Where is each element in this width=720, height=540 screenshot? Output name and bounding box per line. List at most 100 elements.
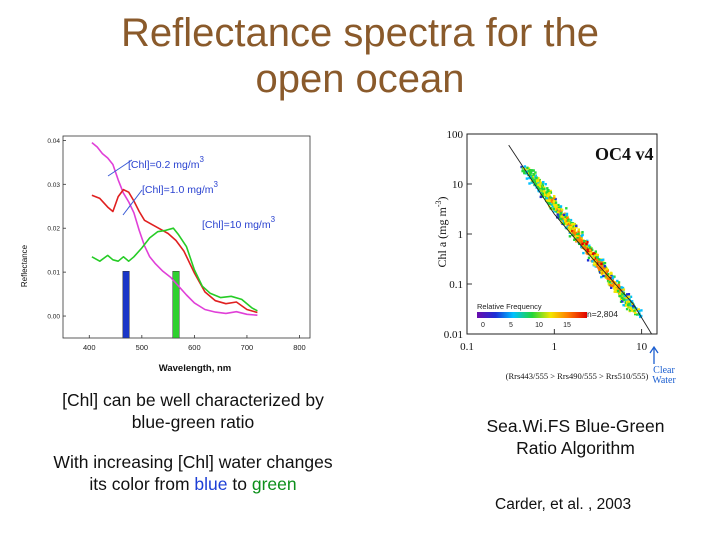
spectra-x-tick-label: 800 xyxy=(293,343,306,352)
density-cell xyxy=(553,210,556,213)
density-cell xyxy=(625,307,629,311)
density-cell xyxy=(630,300,634,303)
density-cell xyxy=(632,304,635,308)
density-cell xyxy=(553,203,556,207)
density-cell xyxy=(551,205,554,208)
density-cell xyxy=(600,264,603,267)
spectra-y-tick-label: 0.04 xyxy=(47,138,60,145)
density-cell xyxy=(619,300,623,303)
density-cell xyxy=(616,287,619,290)
density-cell xyxy=(548,197,551,201)
density-cell xyxy=(566,223,570,226)
density-cell xyxy=(541,188,545,192)
density-cell xyxy=(606,279,610,283)
density-cell xyxy=(568,221,571,225)
density-cell xyxy=(550,198,554,201)
density-cell xyxy=(608,281,611,284)
caption-seawifs-algorithm: Sea.Wi.FS Blue-Green Ratio Algorithm xyxy=(486,416,665,458)
spectra-plot-area xyxy=(62,135,311,339)
density-cell xyxy=(575,226,578,229)
density-cell xyxy=(598,271,602,274)
density-cell xyxy=(555,210,558,213)
slide-title: Reflectance spectra for the open ocean xyxy=(60,10,660,102)
density-cell xyxy=(591,248,594,252)
density-cell xyxy=(540,187,544,190)
density-cell xyxy=(586,252,589,256)
density-cell xyxy=(557,208,560,211)
density-cell xyxy=(618,290,621,293)
spectra-annotations: [Chl]=0.2 mg/m3 [Chl]=1.0 mg/m3 [Chl]=10… xyxy=(107,155,276,231)
density-cell xyxy=(624,301,627,304)
density-cell xyxy=(553,196,556,199)
density-cell xyxy=(537,183,540,186)
density-cell xyxy=(538,185,542,189)
density-cell xyxy=(596,253,599,257)
density-cell xyxy=(613,287,616,290)
density-cell xyxy=(542,181,545,184)
density-cell xyxy=(534,174,537,177)
clear-water-arrow-icon xyxy=(649,345,659,364)
density-cell xyxy=(543,187,546,191)
density-cell xyxy=(619,286,622,289)
density-cell xyxy=(565,212,569,216)
density-cell xyxy=(629,306,632,309)
density-cell xyxy=(554,197,557,201)
density-cell xyxy=(601,262,604,265)
density-cell xyxy=(621,293,624,296)
density-cell xyxy=(623,298,626,301)
density-cell xyxy=(638,310,641,313)
density-cell xyxy=(622,304,625,307)
density-cell xyxy=(573,222,576,226)
density-cell xyxy=(593,260,596,264)
density-cell xyxy=(543,193,547,197)
density-cell xyxy=(598,260,601,264)
density-cell xyxy=(550,200,554,203)
density-cell xyxy=(529,171,532,175)
density-cell xyxy=(606,272,610,276)
density-cell xyxy=(549,203,553,206)
spectra-y-tick-label: 0.03 xyxy=(47,182,60,189)
density-cell xyxy=(568,230,571,233)
density-cell xyxy=(592,256,595,260)
density-cell xyxy=(629,309,632,312)
density-cell xyxy=(605,268,609,271)
spectra-y-axis-label: Reflectance xyxy=(20,244,29,287)
density-cell xyxy=(552,207,555,211)
colorbar-tick-label: 0 xyxy=(481,322,485,329)
density-cell xyxy=(605,274,608,277)
arrow-chl-0-2 xyxy=(107,159,133,177)
density-cell xyxy=(541,191,544,195)
density-cell xyxy=(628,302,632,305)
density-cell xyxy=(625,297,629,301)
spectra-x-tick-label: 500 xyxy=(136,343,149,352)
density-cell xyxy=(614,290,617,293)
density-cell xyxy=(556,213,559,216)
density-cell xyxy=(594,252,598,255)
colorbar-gradient xyxy=(477,312,587,318)
spectra-x-tick-label: 700 xyxy=(241,343,254,352)
density-cell xyxy=(532,175,535,179)
density-cell xyxy=(616,279,619,283)
density-cell xyxy=(634,311,637,314)
density-cell xyxy=(640,309,643,312)
caption-color-change: With increasing [Chl] water changes its … xyxy=(48,451,338,495)
density-cell xyxy=(545,199,549,202)
density-cell xyxy=(566,219,569,222)
series-line-chl-10 xyxy=(91,227,258,312)
density-cell xyxy=(531,175,534,178)
density-cell xyxy=(610,274,613,277)
density-cell xyxy=(603,269,606,272)
oc4-y-tick-label: 100 xyxy=(447,129,464,141)
density-cell xyxy=(637,308,640,311)
density-cell xyxy=(627,305,630,309)
blue-band-bar xyxy=(122,271,130,339)
density-cell xyxy=(560,215,563,218)
density-cell xyxy=(527,170,530,173)
density-cell xyxy=(559,210,562,213)
oc4-x-tick-label: 10 xyxy=(636,341,648,353)
density-cell xyxy=(598,262,601,265)
density-cell xyxy=(588,244,591,247)
density-cell xyxy=(568,235,572,238)
density-cell xyxy=(528,182,531,185)
